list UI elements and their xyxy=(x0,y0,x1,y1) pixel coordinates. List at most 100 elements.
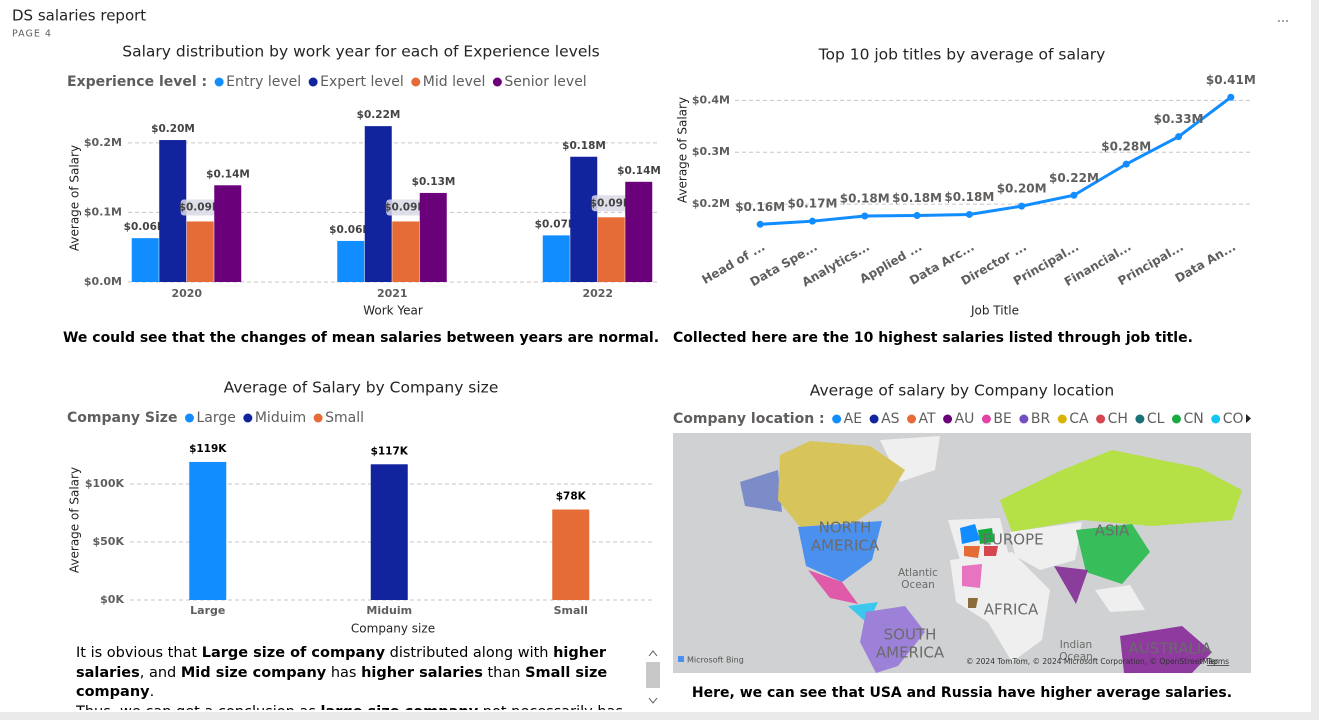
land xyxy=(808,570,858,604)
map-attribution: © 2024 TomTom, © 2024 Microsoft Corporat… xyxy=(966,657,1218,666)
land xyxy=(1054,566,1088,604)
line-point xyxy=(965,210,973,218)
value-label: $0.14M xyxy=(617,165,661,177)
region-label: AMERICA xyxy=(811,537,880,555)
text-run: Thus, we can get a conclusion as xyxy=(76,704,321,711)
ocean-label: Ocean xyxy=(901,579,935,591)
bing-logo xyxy=(678,656,684,662)
side-bar xyxy=(1311,0,1319,720)
value-label: $0.06M xyxy=(124,221,168,233)
legend-marker xyxy=(214,77,224,87)
legend-label: BR xyxy=(1031,411,1051,427)
y-tick-label: $50K xyxy=(93,535,125,548)
text-run: higher salaries xyxy=(76,645,607,681)
text-run: has xyxy=(326,664,362,681)
ocean-label: Ocean xyxy=(1059,651,1093,663)
value-label: $78K xyxy=(556,491,587,503)
legend-label: Expert level xyxy=(320,74,404,90)
legend-marker xyxy=(411,77,421,87)
line-point xyxy=(1175,133,1183,141)
region-label: AUSTRALIA xyxy=(1128,640,1212,658)
value-label: $0.06M xyxy=(329,224,373,236)
legend-marker xyxy=(492,77,502,87)
legend-title: Company location : xyxy=(673,411,825,427)
legend-marker xyxy=(184,413,194,423)
value-label: $0.07M xyxy=(535,218,579,230)
x-axis-label: Company size xyxy=(351,622,435,636)
y-tick-label: $0.1M xyxy=(84,205,122,218)
more-menu[interactable] xyxy=(1278,20,1288,22)
ocean-label: Atlantic xyxy=(898,567,938,579)
y-tick-label: $0.4M xyxy=(692,93,730,106)
land xyxy=(968,598,978,608)
legend-marker xyxy=(1135,414,1145,424)
paragraph: Thus, we can get a conclusion as large s… xyxy=(76,703,642,711)
y-axis-label: Average of Salary xyxy=(676,97,690,203)
legend-label: Small xyxy=(325,410,364,426)
region-label: NORTH xyxy=(819,519,872,537)
scroll-thumb[interactable] xyxy=(646,662,660,688)
bar xyxy=(552,509,590,600)
legend-next[interactable] xyxy=(1246,414,1251,423)
scrollbar[interactable] xyxy=(644,642,664,712)
chart-title: Average of salary by Company location xyxy=(810,382,1114,400)
value-label: $0.28M xyxy=(1101,140,1151,154)
land xyxy=(778,441,905,527)
text-run: not necessarily has xyxy=(478,704,623,711)
line-point xyxy=(1227,93,1235,101)
y-axis-label: Average of Salary xyxy=(68,145,82,251)
land xyxy=(1095,585,1145,612)
map-terms[interactable]: Terms xyxy=(1206,657,1229,666)
value-label: $0.16M xyxy=(735,200,785,214)
text-run: large size company xyxy=(321,704,479,711)
legend-marker xyxy=(1211,414,1221,424)
value-label: $0.14M xyxy=(206,168,250,180)
value-label: $0.18M xyxy=(840,192,890,206)
land xyxy=(964,546,980,558)
region-label: SOUTH xyxy=(884,626,937,644)
legend-marker xyxy=(1019,414,1029,424)
map[interactable] xyxy=(673,433,1251,673)
legend-label: CL xyxy=(1147,411,1165,427)
legend-label: Senior level xyxy=(504,74,586,90)
legend-label: CO xyxy=(1223,411,1244,427)
bar xyxy=(337,240,365,282)
x-tick-label: Large xyxy=(190,604,225,617)
legend-label: AS xyxy=(881,411,900,427)
legend-label: AT xyxy=(919,411,936,427)
value-label: $0.09M xyxy=(590,197,634,209)
land xyxy=(962,564,982,588)
legend-marker xyxy=(869,414,879,424)
text-run: . xyxy=(149,684,155,700)
text-run: Small size company xyxy=(76,664,608,701)
chart-title: Top 10 job titles by average of salary xyxy=(818,46,1106,64)
legend-marker xyxy=(981,414,991,424)
text-run: Mid size company xyxy=(180,664,327,681)
legend-label: Mid level xyxy=(423,74,486,90)
paragraph: It is obvious that Large size of company… xyxy=(76,644,642,703)
legend-marker xyxy=(313,413,323,423)
line-point xyxy=(1018,202,1026,210)
legend-label: AE xyxy=(844,411,862,427)
x-tick-label: Miduim xyxy=(366,604,412,617)
caption: Collected here are the 10 highest salari… xyxy=(673,330,1193,346)
scroll-up[interactable] xyxy=(648,650,658,657)
scroll-down[interactable] xyxy=(648,697,658,704)
region-label: EUROPE xyxy=(982,531,1043,549)
menu-dot[interactable] xyxy=(1282,20,1284,22)
region-label: AMERICA xyxy=(876,644,945,662)
x-tick-label: 2022 xyxy=(582,287,613,300)
value-label: $0.17M xyxy=(787,197,837,211)
text-box: It is obvious that Large size of company… xyxy=(76,644,642,710)
land xyxy=(740,470,782,512)
value-label: $0.33M xyxy=(1154,112,1204,126)
line-point xyxy=(756,220,764,228)
y-tick-label: $0.2M xyxy=(84,136,122,149)
line-point xyxy=(913,211,921,219)
text-run: It is obvious that xyxy=(76,645,202,661)
text-run: distributed along with xyxy=(385,645,554,661)
menu-dot[interactable] xyxy=(1286,20,1288,22)
menu-dot[interactable] xyxy=(1278,20,1280,22)
